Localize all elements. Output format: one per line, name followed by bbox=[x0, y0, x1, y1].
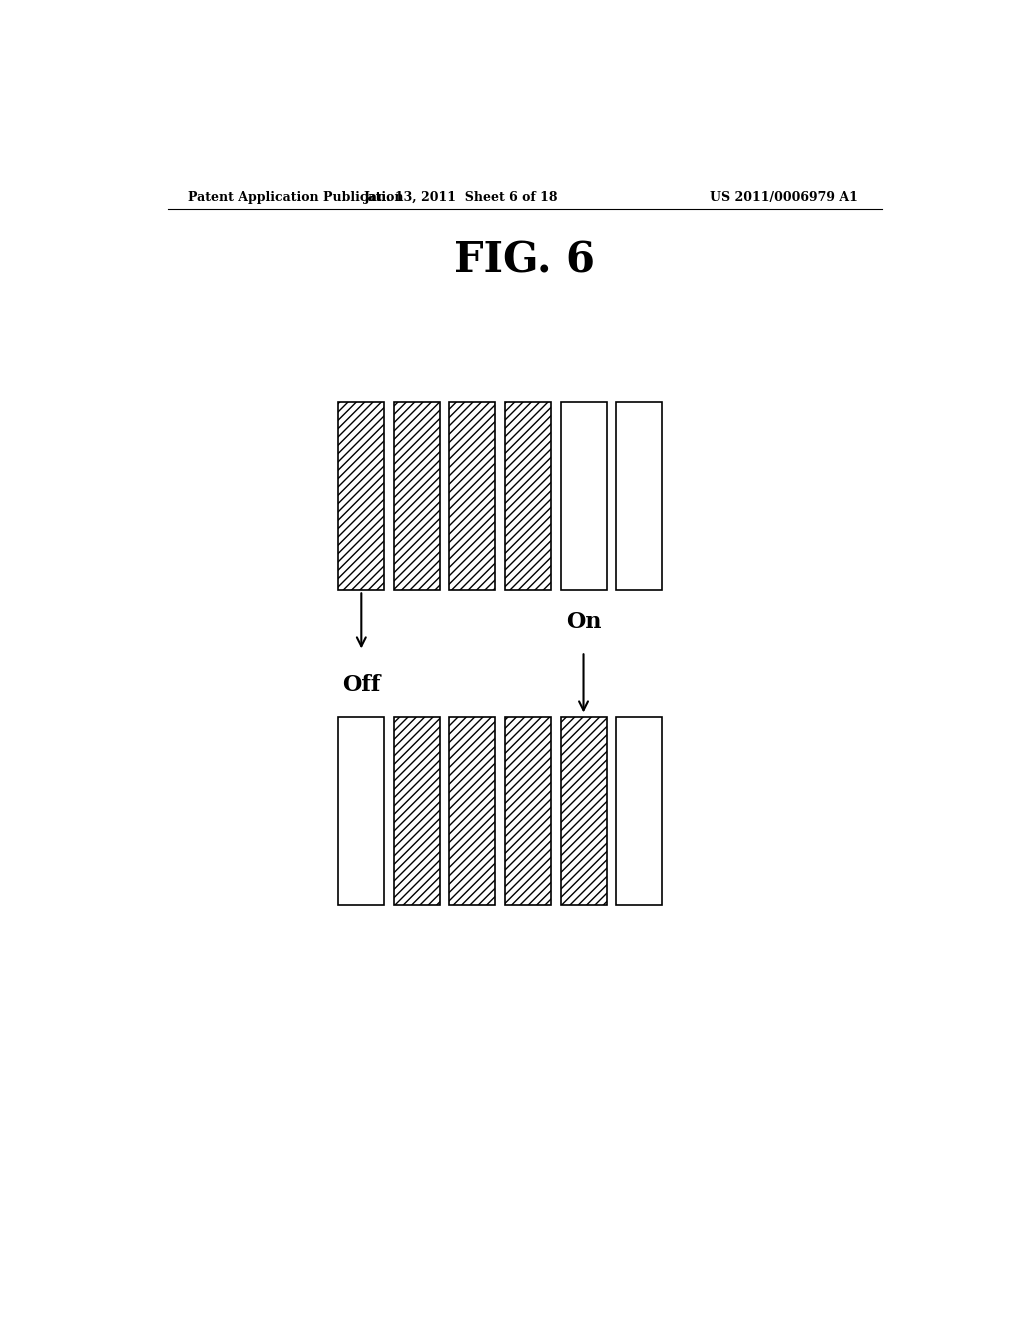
Bar bbox=[450, 718, 496, 906]
Text: Jan. 13, 2011  Sheet 6 of 18: Jan. 13, 2011 Sheet 6 of 18 bbox=[365, 190, 558, 203]
Bar bbox=[560, 718, 606, 906]
Bar bbox=[505, 718, 551, 906]
Bar bbox=[338, 403, 384, 590]
Text: On: On bbox=[566, 611, 601, 634]
Bar bbox=[394, 403, 440, 590]
Bar bbox=[338, 718, 384, 906]
Bar bbox=[616, 718, 663, 906]
Bar bbox=[616, 403, 663, 590]
Text: Off: Off bbox=[342, 673, 381, 696]
Bar bbox=[560, 403, 606, 590]
Text: US 2011/0006979 A1: US 2011/0006979 A1 bbox=[711, 190, 858, 203]
Bar bbox=[394, 718, 440, 906]
Text: Patent Application Publication: Patent Application Publication bbox=[187, 190, 403, 203]
Bar bbox=[450, 403, 496, 590]
Bar bbox=[505, 403, 551, 590]
Text: FIG. 6: FIG. 6 bbox=[455, 239, 595, 281]
